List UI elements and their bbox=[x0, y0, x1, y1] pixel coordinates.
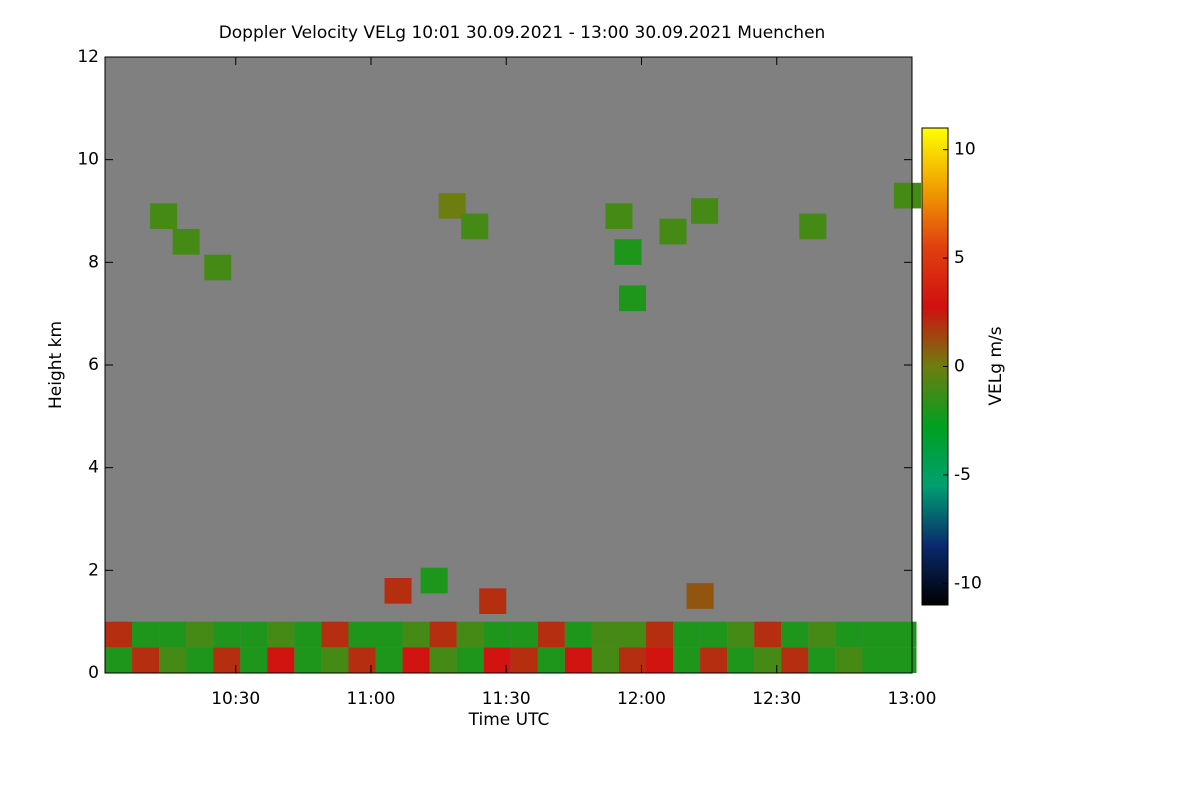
colorbar-tick-label: -5 bbox=[954, 465, 971, 485]
y-axis-label: Height km bbox=[46, 321, 66, 409]
echo-cell bbox=[384, 578, 412, 604]
echo-cell bbox=[267, 647, 295, 673]
echo-cell bbox=[105, 647, 133, 673]
echo-cell bbox=[591, 647, 619, 673]
echo-cell bbox=[429, 621, 457, 648]
echo-cell bbox=[781, 621, 809, 648]
echo-cell bbox=[808, 647, 836, 673]
echo-cell bbox=[240, 621, 268, 648]
echo-cell bbox=[213, 621, 241, 648]
echo-cell bbox=[537, 647, 565, 673]
x-tick-label: 12:00 bbox=[617, 689, 666, 709]
colorbar-tick-label: -10 bbox=[954, 573, 982, 593]
echo-cell bbox=[172, 228, 200, 255]
echo-cell bbox=[799, 213, 827, 240]
echo-cell bbox=[700, 621, 728, 648]
echo-cell bbox=[375, 621, 403, 648]
y-tick-label: 4 bbox=[88, 458, 99, 478]
echo-cell bbox=[402, 621, 430, 648]
echo-cell bbox=[591, 621, 619, 648]
echo-cell bbox=[456, 621, 484, 648]
echo-cell bbox=[673, 647, 701, 673]
echo-cell bbox=[483, 621, 511, 648]
echo-cell bbox=[402, 647, 430, 673]
echo-cell bbox=[294, 621, 322, 648]
chart-title: Doppler Velocity VELg 10:01 30.09.2021 -… bbox=[219, 23, 826, 43]
echo-cell bbox=[564, 647, 592, 673]
echo-cell bbox=[348, 621, 376, 648]
x-tick-label: 10:30 bbox=[211, 689, 260, 709]
echo-cell bbox=[186, 647, 214, 673]
echo-cell bbox=[835, 647, 863, 673]
echo-cell bbox=[479, 588, 507, 614]
echo-cell bbox=[159, 621, 187, 648]
echo-cell bbox=[727, 647, 755, 673]
echo-cell bbox=[835, 621, 863, 648]
echo-cell bbox=[537, 621, 565, 648]
echo-cell bbox=[105, 621, 133, 648]
echo-cell bbox=[893, 182, 922, 209]
echo-cell bbox=[510, 621, 538, 648]
y-tick-label: 10 bbox=[77, 150, 99, 170]
echo-cell bbox=[754, 621, 782, 648]
x-tick-label: 11:00 bbox=[346, 689, 395, 709]
colorbar-tick-label: 10 bbox=[954, 140, 976, 160]
echo-cell bbox=[700, 647, 728, 673]
echo-cell bbox=[618, 285, 647, 312]
echo-cell bbox=[456, 647, 484, 673]
colorbar-tick-label: 0 bbox=[954, 357, 965, 377]
echo-cell bbox=[862, 621, 890, 648]
echo-cell bbox=[132, 621, 160, 648]
echo-cell bbox=[132, 647, 160, 673]
echo-cell bbox=[294, 647, 322, 673]
y-tick-label: 0 bbox=[88, 663, 99, 683]
echo-cell bbox=[375, 647, 403, 673]
echo-cell bbox=[618, 621, 647, 648]
x-tick-label: 11:30 bbox=[482, 689, 531, 709]
x-tick-label: 12:30 bbox=[752, 689, 801, 709]
echo-cell bbox=[240, 647, 268, 673]
echo-cell bbox=[605, 203, 633, 229]
echo-cell bbox=[614, 239, 642, 265]
echo-cell bbox=[159, 647, 187, 673]
echo-cell bbox=[321, 621, 349, 648]
x-tick-label: 13:00 bbox=[888, 689, 937, 709]
echo-cell bbox=[267, 621, 295, 648]
echo-cell bbox=[862, 647, 890, 673]
x-axis-label: Time UTC bbox=[468, 710, 550, 730]
plot-background bbox=[105, 57, 912, 673]
echo-cell bbox=[686, 583, 714, 609]
echo-cell bbox=[321, 647, 349, 673]
echo-cell bbox=[808, 621, 836, 648]
echo-cell bbox=[646, 647, 674, 673]
colorbar-label: VELg m/s bbox=[986, 326, 1006, 405]
colorbar-tick-label: 5 bbox=[954, 248, 965, 268]
echo-cell bbox=[204, 254, 232, 281]
echo-cell bbox=[691, 198, 719, 224]
y-tick-label: 12 bbox=[77, 47, 99, 67]
echo-cell bbox=[659, 218, 687, 245]
y-tick-label: 8 bbox=[88, 252, 99, 272]
y-tick-label: 6 bbox=[88, 355, 99, 375]
echo-cell bbox=[150, 203, 178, 229]
echo-cell bbox=[646, 621, 674, 648]
echo-cell bbox=[186, 621, 214, 648]
echo-cell bbox=[673, 621, 701, 648]
echo-cell bbox=[727, 621, 755, 648]
echo-cell bbox=[420, 567, 448, 594]
y-tick-label: 2 bbox=[88, 560, 99, 580]
echo-cell bbox=[564, 621, 592, 648]
echo-cell bbox=[461, 213, 489, 240]
echo-cell bbox=[510, 647, 538, 673]
echo-cell bbox=[429, 647, 457, 673]
echo-cell bbox=[781, 647, 809, 673]
